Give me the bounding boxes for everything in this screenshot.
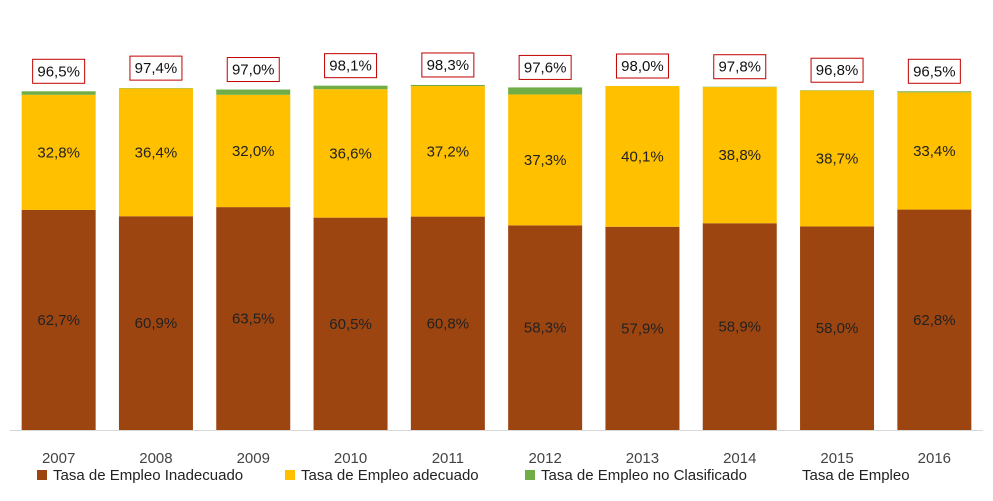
data-label-inadecuado-2013: 57,9% xyxy=(621,320,664,337)
x-tick-label-2015: 2015 xyxy=(820,450,853,467)
total-label-box-2014 xyxy=(713,54,767,80)
total-label-box-2016 xyxy=(907,58,961,84)
bar-segment-inadecuado-2012 xyxy=(508,225,583,430)
total-label-2012: 97,6% xyxy=(524,59,567,76)
data-label-inadecuado-2014: 58,9% xyxy=(718,319,761,336)
bar-segment-adecuado-2013 xyxy=(605,86,680,227)
x-tick-label-2010: 2010 xyxy=(334,450,367,467)
total-label-box-2013 xyxy=(615,53,669,79)
bar-segment-inadecuado-2010 xyxy=(313,217,388,430)
legend-swatch-no-clasificado xyxy=(525,470,535,480)
x-tick-label-2013: 2013 xyxy=(626,450,659,467)
data-label-inadecuado-2016: 62,8% xyxy=(913,312,956,329)
bar-segment-no-clasificado-2011 xyxy=(410,84,485,87)
total-label-2007: 96,5% xyxy=(37,63,80,80)
bar-segment-adecuado-2009 xyxy=(216,94,291,208)
bar-segment-inadecuado-2008 xyxy=(118,216,193,430)
total-label-box-2010 xyxy=(324,53,378,79)
legend-label-adecuado: Tasa de Empleo adecuado xyxy=(301,467,479,484)
data-label-inadecuado-2015: 58,0% xyxy=(816,320,859,337)
bar-segment-adecuado-2010 xyxy=(313,89,388,218)
total-label-2013: 98,0% xyxy=(621,58,664,75)
bar-segment-no-clasificado-2012 xyxy=(508,87,583,95)
bar-segment-inadecuado-2014 xyxy=(702,223,777,430)
x-tick-label-2016: 2016 xyxy=(918,450,951,467)
data-label-inadecuado-2007: 62,7% xyxy=(37,312,80,329)
data-label-adecuado-2008: 36,4% xyxy=(135,144,178,161)
legend-swatch-inadecuado xyxy=(37,470,47,480)
bar-segment-no-clasificado-2010 xyxy=(313,85,388,90)
bar-segment-adecuado-2011 xyxy=(410,86,485,217)
data-label-adecuado-2014: 38,8% xyxy=(718,147,761,164)
total-label-box-2012 xyxy=(518,54,572,80)
x-tick-label-2009: 2009 xyxy=(237,450,270,467)
total-label-2009: 97,0% xyxy=(232,62,275,79)
data-label-inadecuado-2009: 63,5% xyxy=(232,311,275,328)
data-label-adecuado-2010: 36,6% xyxy=(329,145,372,162)
bar-segment-adecuado-2014 xyxy=(702,87,777,224)
total-labels-group: 96,5% 97,4% 97,0% 98,1% 98,3% 97,6% 98,0% 97,8%… xyxy=(32,52,961,84)
bar-segment-adecuado-2012 xyxy=(508,94,583,226)
total-label-2015: 96,8% xyxy=(816,62,859,79)
bar-segment-no-clasificado-2016 xyxy=(897,91,972,93)
x-tick-labels-group: 2007 2008 2009 2010 2011 2012 2013 2014 2015 2016 xyxy=(42,450,951,467)
bar-segment-inadecuado-2013 xyxy=(605,226,680,430)
total-label-box-2015 xyxy=(810,57,864,83)
bar-segment-no-clasificado-2009 xyxy=(216,89,291,95)
x-tick-label-2007: 2007 xyxy=(42,450,75,467)
bar-segment-no-clasificado-2007 xyxy=(21,91,96,95)
data-label-adecuado-2011: 37,2% xyxy=(427,143,470,160)
bar-segment-adecuado-2016 xyxy=(897,92,972,210)
bars-group xyxy=(21,84,972,430)
bar-segment-inadecuado-2009 xyxy=(216,207,291,430)
legend: Tasa de Empleo Inadecuado Tasa de Empleo … xyxy=(37,467,910,484)
bar-segment-inadecuado-2016 xyxy=(897,209,972,430)
data-label-adecuado-2015: 38,7% xyxy=(816,151,859,168)
data-label-adecuado-2012: 37,3% xyxy=(524,152,567,169)
x-tick-label-2012: 2012 xyxy=(528,450,561,467)
segment-labels-group: 62,7% 32,8% 60,9% 36,4% 63,5% 32,0% 60,5% 36,6%… xyxy=(37,143,955,337)
total-label-2010: 98,1% xyxy=(329,58,372,75)
bar-segment-adecuado-2007 xyxy=(21,94,96,210)
data-label-inadecuado-2011: 60,8% xyxy=(427,315,470,332)
data-label-adecuado-2016: 33,4% xyxy=(913,143,956,160)
total-label-box-2007 xyxy=(32,58,86,84)
legend-label-tasa-de-empleo: Tasa de Empleo xyxy=(802,467,910,484)
total-label-box-2008 xyxy=(129,55,183,81)
total-label-box-2009 xyxy=(226,57,280,83)
total-label-2014: 97,8% xyxy=(718,59,761,76)
total-label-2016: 96,5% xyxy=(913,63,956,80)
data-label-inadecuado-2010: 60,5% xyxy=(329,316,372,333)
data-label-adecuado-2007: 32,8% xyxy=(37,144,80,161)
bar-segment-inadecuado-2007 xyxy=(21,209,96,430)
bar-segment-inadecuado-2011 xyxy=(410,216,485,430)
total-label-box-2011 xyxy=(421,52,475,78)
x-tick-label-2014: 2014 xyxy=(723,450,756,467)
bar-segment-inadecuado-2015 xyxy=(800,226,875,430)
x-tick-label-2011: 2011 xyxy=(432,450,464,467)
x-tick-label-2008: 2008 xyxy=(139,450,172,467)
legend-label-no-clasificado: Tasa de Empleo no Clasificado xyxy=(541,467,747,484)
data-label-inadecuado-2012: 58,3% xyxy=(524,320,567,337)
total-label-2008: 97,4% xyxy=(135,60,178,77)
total-label-2011: 98,3% xyxy=(427,57,470,74)
legend-label-inadecuado: Tasa de Empleo Inadecuado xyxy=(53,467,243,484)
legend-swatch-adecuado xyxy=(285,470,295,480)
bar-segment-adecuado-2008 xyxy=(118,88,193,217)
data-label-inadecuado-2008: 60,9% xyxy=(135,315,178,332)
bar-segment-adecuado-2015 xyxy=(800,90,875,227)
data-label-adecuado-2009: 32,0% xyxy=(232,143,275,160)
data-label-adecuado-2013: 40,1% xyxy=(621,148,664,165)
